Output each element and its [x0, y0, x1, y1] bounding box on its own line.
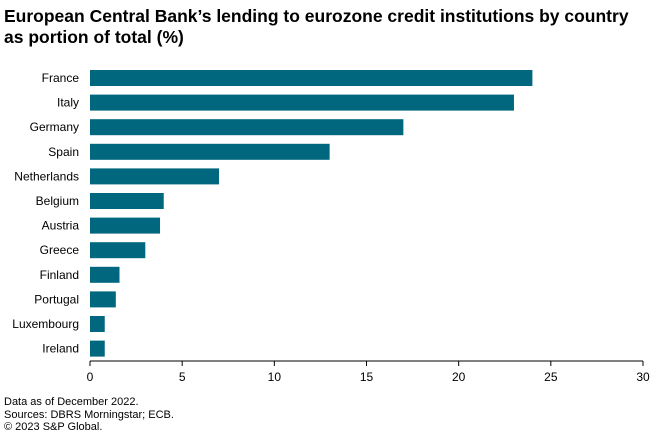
x-tick-label-30: 30 [636, 370, 650, 384]
category-label-finland: Finland [40, 268, 79, 282]
bar-luxembourg [90, 316, 105, 332]
x-tick-label-0: 0 [87, 370, 94, 384]
bar-germany [90, 119, 404, 136]
category-label-ireland: Ireland [42, 342, 79, 356]
bar-series [90, 70, 533, 357]
x-axis-ticks: 0 5 10 15 20 25 30 [87, 361, 650, 384]
x-tick-label-20: 20 [452, 370, 466, 384]
category-label-germany: Germany [30, 120, 79, 134]
chart-title: European Central Bank’s lending to euroz… [4, 6, 654, 48]
copyright-note: © 2023 S&P Global. [4, 421, 103, 433]
chart-title-line-1: European Central Bank’s lending to euroz… [4, 6, 629, 26]
bar-netherlands [90, 168, 220, 185]
bar-chart: France Italy Germany Spain Netherlands Belgiu… [12, 70, 650, 384]
bar-finland [90, 266, 120, 283]
bar-france [90, 70, 533, 86]
x-tick-label-15: 15 [360, 370, 374, 384]
x-tick-label-25: 25 [544, 370, 558, 384]
data-note: Data as of December 2022. [4, 396, 139, 408]
bar-italy [90, 94, 514, 111]
chart-title-line-2: as portion of total (%) [4, 27, 184, 47]
category-label-austria: Austria [42, 219, 80, 233]
category-label-portugal: Portugal [34, 292, 79, 306]
bar-austria [90, 217, 161, 234]
bar-belgium [90, 193, 164, 209]
bar-greece [90, 242, 146, 259]
bar-portugal [90, 291, 116, 308]
category-label-greece: Greece [40, 243, 80, 257]
category-label-belgium: Belgium [36, 194, 79, 208]
bar-ireland [90, 340, 105, 357]
category-labels: France Italy Germany Spain Netherlands Belgiu… [12, 71, 79, 356]
category-label-luxembourg: Luxembourg [12, 317, 79, 331]
x-tick-label-5: 5 [179, 370, 186, 384]
category-label-france: France [42, 71, 80, 85]
chart-footer: Data as of December 2022. Sources: DBRS … [4, 396, 174, 434]
category-label-netherlands: Netherlands [14, 169, 79, 183]
x-tick-label-10: 10 [268, 370, 282, 384]
category-label-spain: Spain [48, 145, 79, 159]
sources-note: Sources: DBRS Morningstar; ECB. [4, 408, 174, 421]
category-label-italy: Italy [57, 96, 79, 110]
bar-spain [90, 143, 330, 160]
